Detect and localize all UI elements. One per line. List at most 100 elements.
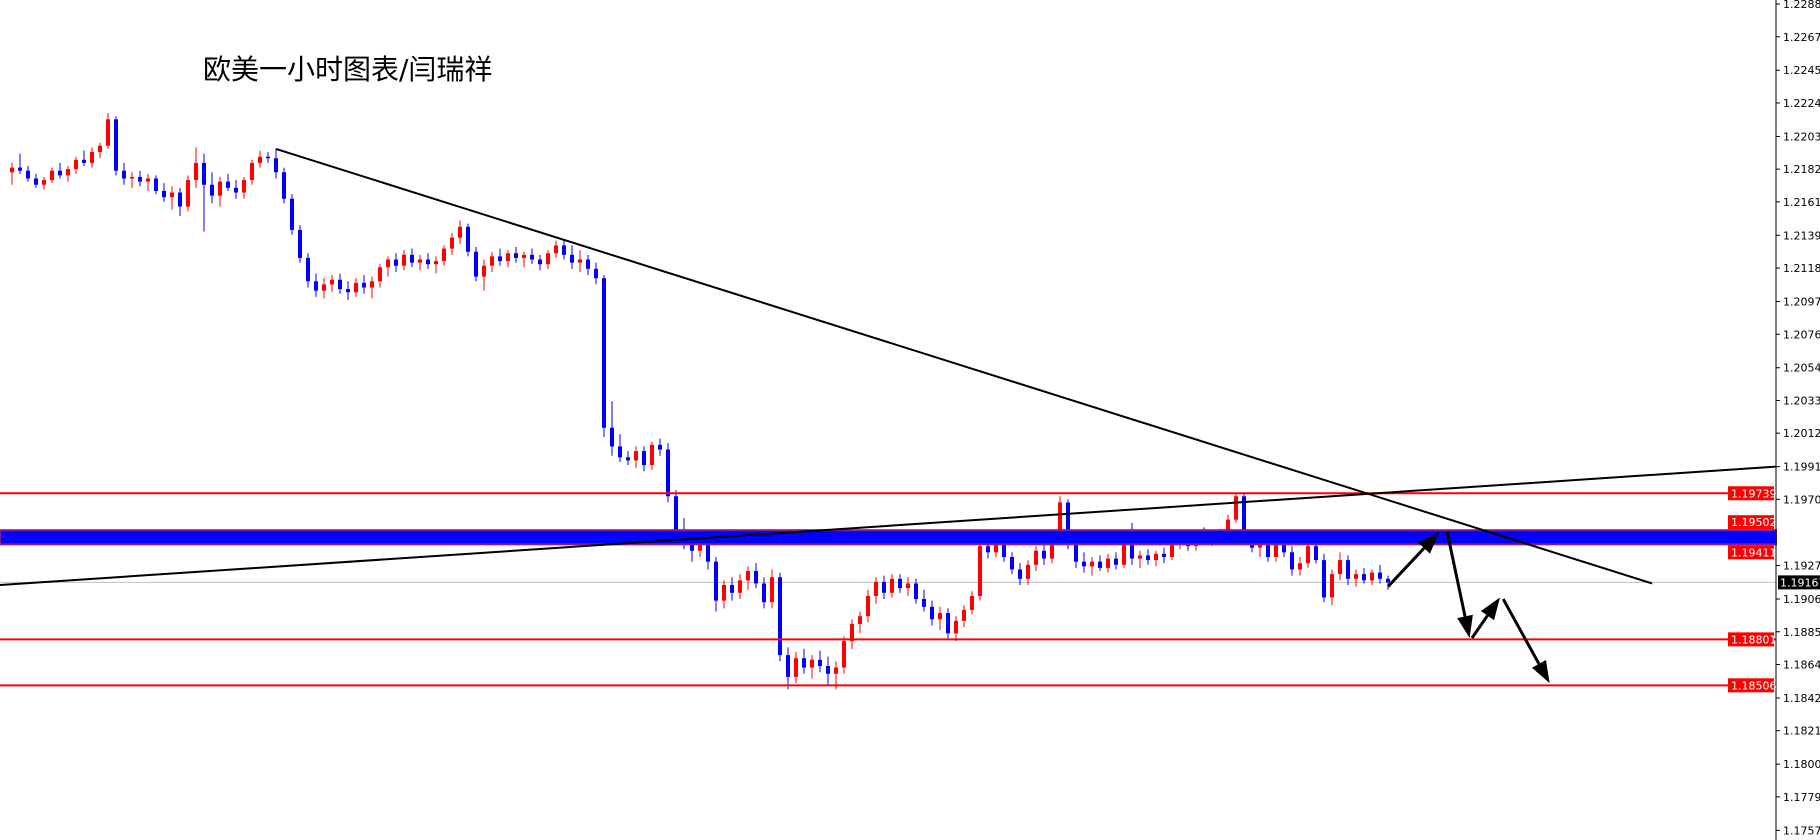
candle-body	[898, 578, 902, 589]
candle-body	[786, 655, 790, 677]
candle-body	[1378, 572, 1382, 579]
candle	[474, 247, 478, 282]
candle-body	[522, 254, 526, 258]
candles-layer	[0, 113, 1776, 690]
candle	[34, 173, 38, 188]
trendline	[275, 147, 1653, 585]
price-tag-label: 1.19739	[1731, 487, 1777, 500]
candle	[634, 446, 638, 469]
candle-body	[266, 156, 270, 159]
candle	[730, 577, 734, 601]
candle	[250, 159, 254, 185]
forecast-arrow	[1445, 531, 1473, 638]
candle	[170, 186, 174, 210]
candle	[482, 259, 486, 291]
candle-body	[170, 192, 174, 198]
candle-body	[778, 577, 782, 656]
y-tick-label: 1.22670	[1783, 31, 1820, 44]
candle-body	[794, 658, 798, 677]
chart-title: 欧美一小时图表/闫瑞祥	[203, 53, 493, 86]
candle	[50, 167, 54, 184]
candle-body	[818, 659, 822, 667]
candle-body	[754, 571, 758, 584]
candle-body	[674, 496, 678, 531]
candle-body	[1042, 550, 1046, 559]
candle	[1138, 550, 1142, 568]
candle	[890, 574, 894, 598]
price-tag-label: 1.19167	[1780, 576, 1820, 589]
candle	[442, 245, 446, 266]
candle	[802, 648, 806, 674]
candle	[770, 569, 774, 609]
resistance-zone	[0, 529, 1777, 546]
y-tick-label: 1.20970	[1783, 296, 1820, 309]
y-tick-label: 1.20545	[1783, 362, 1820, 375]
arrow-shaft	[1501, 598, 1541, 665]
candle	[738, 574, 742, 600]
candle	[714, 556, 718, 612]
price-tag-label: 1.19502	[1731, 516, 1777, 529]
candle	[898, 574, 902, 593]
candle	[346, 281, 350, 300]
candle	[810, 655, 814, 679]
candle	[826, 656, 830, 685]
candle	[98, 142, 102, 159]
candle	[1082, 552, 1086, 573]
candle-body	[650, 444, 654, 466]
candle	[114, 116, 118, 176]
candle-body	[210, 184, 214, 196]
candle	[226, 173, 230, 191]
candle-body	[906, 583, 910, 589]
candle	[490, 251, 494, 272]
candle	[1018, 563, 1022, 586]
candle	[506, 250, 510, 268]
y-tick-label: 1.19700	[1783, 493, 1820, 506]
candle	[1378, 564, 1382, 584]
candle-body	[1034, 550, 1038, 565]
candle	[642, 446, 646, 472]
candle	[1106, 553, 1110, 573]
candle	[306, 253, 310, 288]
candle-body	[1322, 560, 1326, 598]
candle-body	[1226, 519, 1230, 539]
candle	[906, 577, 910, 596]
y-tick-label: 1.19060	[1783, 593, 1820, 606]
candle-body	[1074, 542, 1078, 562]
candle	[786, 647, 790, 690]
candle	[602, 275, 606, 438]
candle	[450, 233, 454, 255]
candle-body	[386, 259, 390, 268]
candle	[850, 619, 854, 649]
candle	[754, 563, 758, 589]
candle	[618, 433, 622, 462]
candle-body	[418, 259, 422, 263]
candle-body	[914, 583, 918, 600]
candle	[1290, 546, 1294, 576]
price-axis: 1.22880 1.22670 1.22455 1.22245 1.22030 1.218…	[1728, 0, 1820, 840]
candle	[1322, 553, 1326, 603]
candle-body	[834, 667, 838, 674]
candle	[610, 401, 614, 456]
candle-body	[842, 641, 846, 668]
candle-body	[554, 245, 558, 254]
candle-body	[186, 180, 190, 207]
candle-body	[850, 623, 854, 642]
candle	[106, 113, 110, 149]
candle	[650, 441, 654, 470]
candle-body	[1330, 574, 1334, 598]
arrow-shaft	[1445, 531, 1467, 617]
candle	[746, 566, 750, 590]
candle-body	[66, 169, 70, 176]
y-tick-label: 1.17575	[1783, 824, 1820, 837]
candle	[58, 162, 62, 179]
candle	[338, 273, 342, 294]
candle	[1234, 493, 1238, 523]
candle-body	[314, 281, 318, 291]
price-tag-label: 1.19411	[1731, 546, 1777, 559]
candle	[282, 167, 286, 204]
candle-body	[930, 606, 934, 620]
candle-body	[738, 580, 742, 593]
y-tick-label: 1.18640	[1783, 658, 1820, 671]
candle-body	[122, 170, 126, 179]
candle-body	[306, 257, 310, 282]
